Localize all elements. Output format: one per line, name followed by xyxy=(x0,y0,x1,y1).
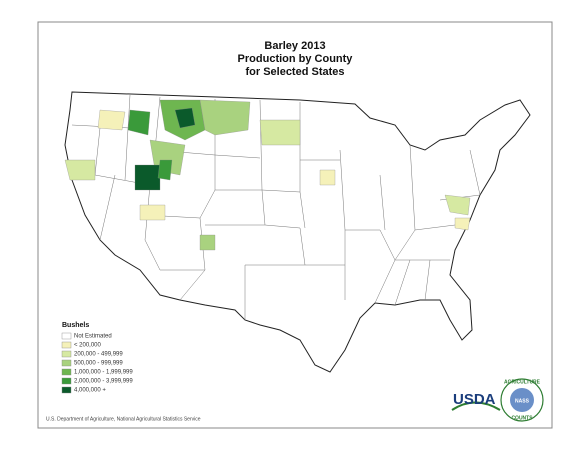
legend-label: 500,000 - 999,999 xyxy=(74,361,123,367)
legend-swatch xyxy=(61,359,72,367)
logo-center: NASS xyxy=(515,398,530,404)
title-line: for Selected States xyxy=(245,66,344,78)
legend-swatch xyxy=(61,386,72,394)
logo-globe xyxy=(510,388,534,412)
logo-ring-bottom: COUNTS xyxy=(511,415,533,421)
usda-logo: USDA AGRICULTURE COUNTS NASS xyxy=(451,378,544,422)
legend-title: Bushels xyxy=(62,322,89,329)
us-map xyxy=(64,91,531,373)
legend-swatch xyxy=(61,377,72,385)
legend-swatch xyxy=(61,332,72,340)
legend-label: 200,000 - 499,999 xyxy=(74,352,123,358)
title-line: Production by County xyxy=(238,53,354,65)
legend-label: 4,000,000 + xyxy=(74,388,106,394)
logo-ring-top: AGRICULTURE xyxy=(504,379,541,385)
legend-swatch xyxy=(61,368,72,376)
logo-text: USDA xyxy=(453,391,496,408)
legend-label: Not Estimated xyxy=(74,334,112,340)
legend-label: 2,000,000 - 3,999,999 xyxy=(74,379,133,385)
legend-swatch xyxy=(61,341,72,349)
legend-swatch xyxy=(61,350,72,358)
county-shading xyxy=(64,99,471,251)
legend: Bushels Not Estimated < 200,000 200,000 - … xyxy=(61,322,133,394)
footer: U.S. Department of Agriculture, National… xyxy=(46,416,201,422)
legend-label: 1,000,000 - 1,999,999 xyxy=(74,370,133,376)
logo-swoosh xyxy=(451,401,501,411)
legend-label: < 200,000 xyxy=(74,343,102,349)
title-line: Barley 2013 xyxy=(264,40,325,52)
